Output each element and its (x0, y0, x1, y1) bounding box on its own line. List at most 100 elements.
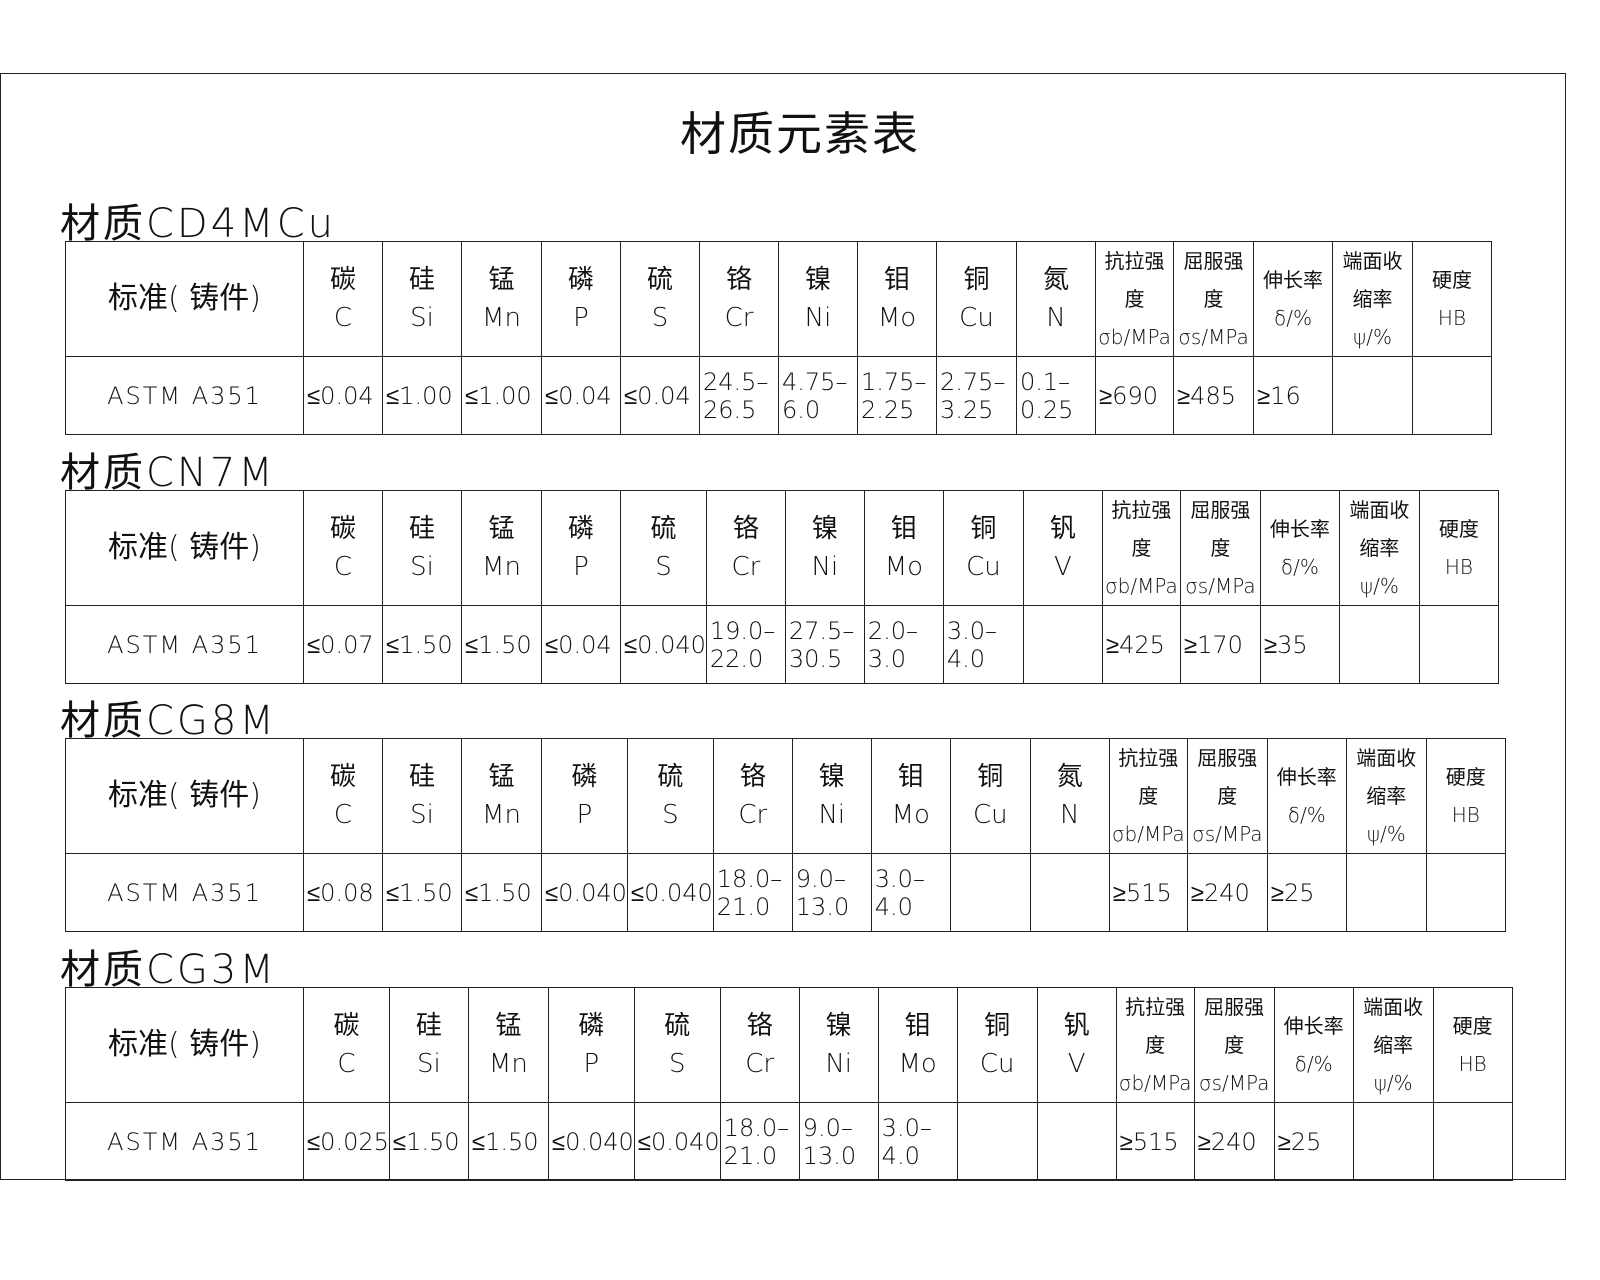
value-cell (949, 853, 1031, 932)
value-cell (1425, 853, 1506, 932)
header-property: 端面收缩率 ψ/% (1352, 987, 1434, 1103)
value-cell: ≥485 (1173, 356, 1254, 435)
header-element: 碳 C (303, 490, 383, 606)
table-row: ASTM A351 ≤0.04 ≤1.00 ≤1.00 ≤0.04 ≤0.04 24.5– … (65, 356, 1492, 435)
value-cell: ≥35 (1259, 605, 1340, 684)
value-cell: 18.0– 21.0 (719, 1102, 800, 1181)
value-cell: ≤1.50 (461, 605, 542, 684)
header-standard: 标准( 铸件) (65, 241, 304, 357)
header-element: 锰 Mn (467, 987, 549, 1103)
value-cell: ≤0.040 (620, 605, 707, 684)
value-cell: 24.5– 26.5 (699, 356, 779, 435)
value-cell: ≤0.025 (303, 1102, 390, 1181)
section-title: 材质CG8M (60, 698, 277, 744)
value-cell: 18.0– 21.0 (712, 853, 793, 932)
value-cell: ≤1.00 (382, 356, 462, 435)
value-cell (1345, 853, 1427, 932)
value-cell (1432, 1102, 1513, 1181)
value-cell: ≤1.50 (382, 605, 462, 684)
header-element: 硅 Si (388, 987, 469, 1103)
value-cell: 3.0– 4.0 (942, 605, 1024, 684)
header-property: 伸长率 δ/% (1253, 241, 1333, 357)
header-element: 钼 Mo (877, 987, 958, 1103)
header-element: 镍 Ni (798, 987, 879, 1103)
header-element: 硫 S (620, 490, 707, 606)
value-cell: ≤0.040 (633, 1102, 721, 1181)
header-property: 抗拉强度 σb/MPa (1101, 490, 1181, 606)
header-element: 铜 Cu (949, 738, 1031, 854)
header-property: 抗拉强度 σb/MPa (1095, 241, 1174, 357)
header-property: 屈服强度 σs/MPa (1179, 490, 1261, 606)
header-property: 屈服强度 σs/MPa (1186, 738, 1268, 854)
header-element: 磷 P (541, 738, 628, 854)
value-cell: ≤0.040 (547, 1102, 635, 1181)
value-cell: 3.0– 4.0 (870, 853, 951, 932)
value-cell: ≤0.04 (541, 605, 621, 684)
table-row: ASTM A351 ≤0.025 ≤1.50 ≤1.50 ≤0.040 ≤0.040 18.… (65, 1102, 1513, 1181)
section-title: 材质CN7M (60, 450, 276, 496)
standard-cell: ASTM A351 (65, 356, 304, 435)
header-property: 抗拉强度 σb/MPa (1108, 738, 1188, 854)
value-cell: ≤0.040 (541, 853, 628, 932)
header-element: 硅 Si (382, 738, 462, 854)
header-element: 氮 N (1029, 738, 1110, 854)
value-cell: ≥25 (1266, 853, 1347, 932)
header-element: 碳 C (303, 241, 383, 357)
header-element: 磷 P (541, 490, 621, 606)
value-cell: ≤0.04 (541, 356, 621, 435)
value-cell: 27.5– 30.5 (784, 605, 865, 684)
header-element: 硅 Si (382, 490, 462, 606)
header-element: 镍 Ni (784, 490, 865, 606)
value-cell: 2.0– 3.0 (863, 605, 944, 684)
header-element: 锰 Mn (461, 490, 542, 606)
header-property: 伸长率 δ/% (1259, 490, 1340, 606)
value-cell: 0.1– 0.25 (1016, 356, 1096, 435)
value-cell (1338, 605, 1420, 684)
value-cell: ≥25 (1273, 1102, 1354, 1181)
header-property: 端面收缩率 ψ/% (1338, 490, 1420, 606)
value-cell (1352, 1102, 1434, 1181)
value-cell: 9.0– 13.0 (791, 853, 872, 932)
header-element: 锰 Mn (461, 738, 542, 854)
header-element: 铜 Cu (936, 241, 1017, 357)
header-property: 伸长率 δ/% (1266, 738, 1347, 854)
value-cell (956, 1102, 1038, 1181)
value-cell: ≤1.50 (461, 853, 542, 932)
header-element: 镍 Ni (791, 738, 872, 854)
header-property: 硬度 HB (1432, 987, 1513, 1103)
value-cell (1332, 356, 1413, 435)
header-element: 铬 Cr (705, 490, 786, 606)
header-element: 氮 N (1016, 241, 1096, 357)
header-element: 锰 Mn (461, 241, 542, 357)
header-element: 铬 Cr (699, 241, 779, 357)
header-property: 端面收缩率 ψ/% (1345, 738, 1427, 854)
value-cell: 1.75– 2.25 (857, 356, 937, 435)
value-cell: 9.0– 13.0 (798, 1102, 879, 1181)
table-row: ASTM A351 ≤0.07 ≤1.50 ≤1.50 ≤0.04 ≤0.040 19.0–… (65, 605, 1499, 684)
value-cell (1036, 1102, 1117, 1181)
header-element: 硫 S (633, 987, 721, 1103)
value-cell: ≤0.04 (620, 356, 700, 435)
value-cell (1022, 605, 1103, 684)
header-element: 硫 S (626, 738, 714, 854)
value-cell: ≥515 (1115, 1102, 1195, 1181)
header-element: 铬 Cr (712, 738, 793, 854)
header-property: 抗拉强度 σb/MPa (1115, 987, 1195, 1103)
value-cell: ≤1.00 (461, 356, 542, 435)
value-cell: ≥425 (1101, 605, 1181, 684)
value-cell: ≥690 (1095, 356, 1174, 435)
section-title: 材质CG3M (60, 947, 277, 993)
value-cell: ≥170 (1179, 605, 1261, 684)
value-cell (1418, 605, 1499, 684)
standard-cell: ASTM A351 (65, 853, 304, 932)
table-row: ASTM A351 ≤0.08 ≤1.50 ≤1.50 ≤0.040 ≤0.040 18.0… (65, 853, 1506, 932)
header-standard: 标准( 铸件) (65, 987, 304, 1103)
standard-cell: ASTM A351 (65, 1102, 304, 1181)
